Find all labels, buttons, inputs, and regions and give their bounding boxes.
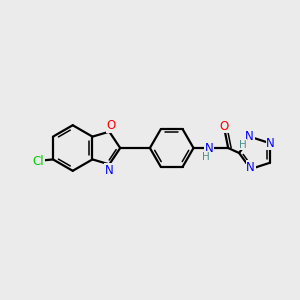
Text: N: N (246, 160, 255, 173)
Text: H: H (239, 140, 247, 150)
Text: O: O (107, 119, 116, 132)
Text: N: N (105, 164, 114, 177)
Text: N: N (266, 136, 275, 150)
Text: H: H (202, 152, 209, 162)
Text: O: O (220, 120, 229, 133)
Text: Cl: Cl (32, 155, 44, 168)
Text: N: N (205, 142, 214, 154)
Text: N: N (245, 130, 254, 143)
